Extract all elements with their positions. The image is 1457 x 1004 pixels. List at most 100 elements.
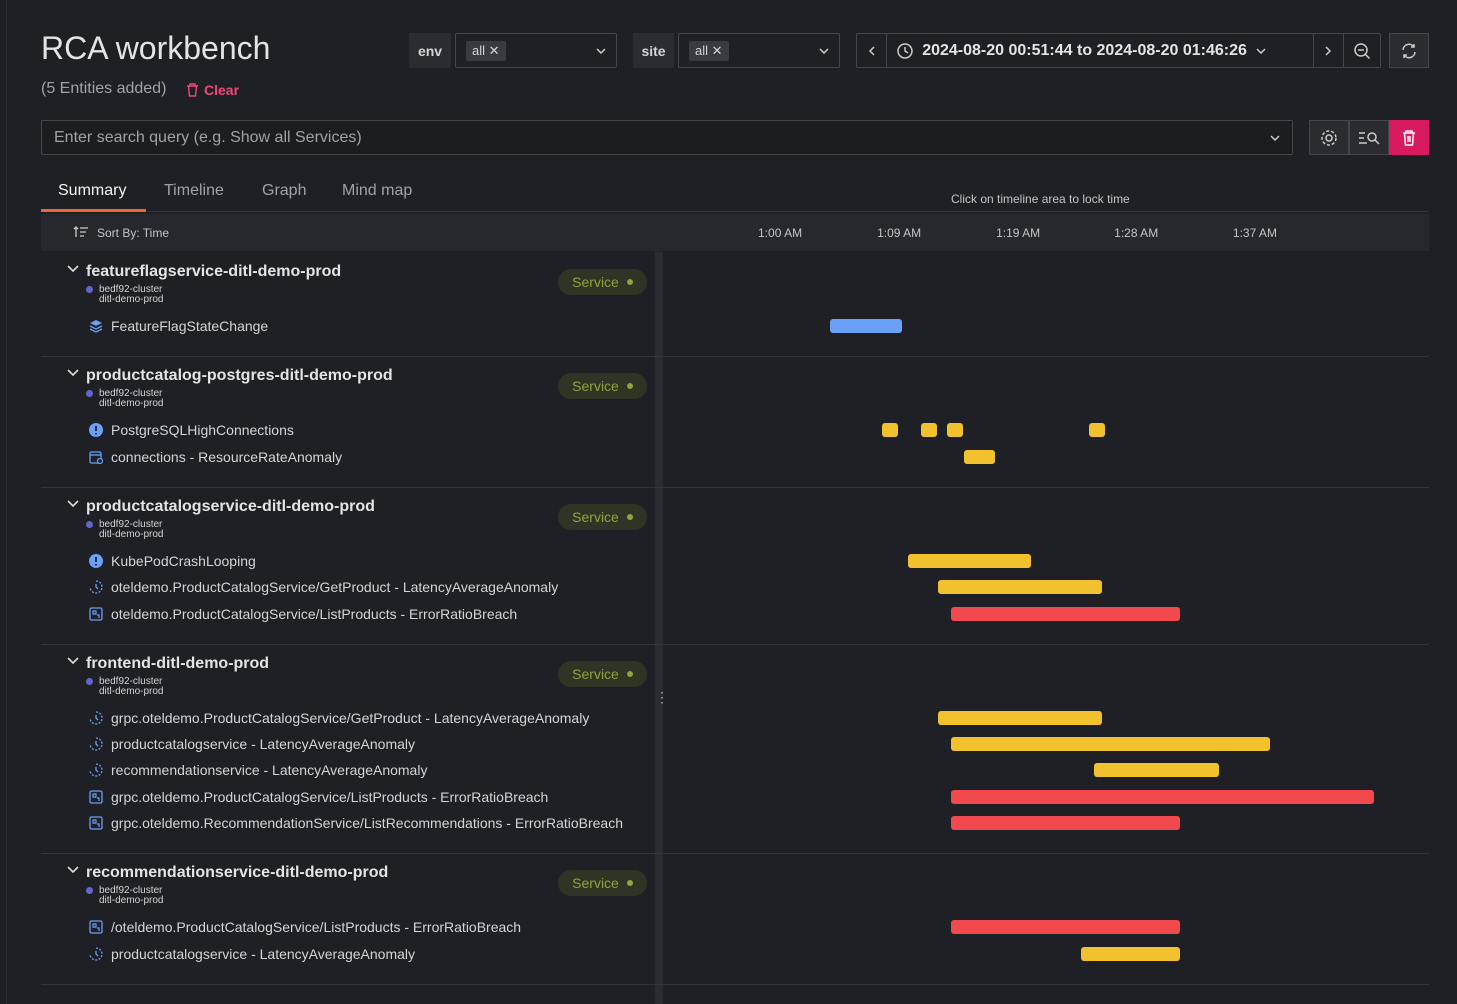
event-name[interactable]: oteldemo.ProductCatalogService/ListProdu… [111,605,518,622]
filter-select[interactable]: all ✕ [455,33,617,68]
event-name[interactable]: grpc.oteldemo.RecommendationService/List… [111,815,624,831]
event-bar[interactable] [908,553,1032,568]
clear-label: Clear [204,82,240,98]
cluster-dot [86,677,93,685]
event-name[interactable]: grpc.oteldemo.ProductCatalogService/GetP… [111,709,590,726]
event-bar[interactable] [921,423,938,438]
event-bar[interactable] [938,580,1103,595]
time-range[interactable]: 2024-08-20 00:51:44 to 2024-08-20 01:46:… [887,42,1313,60]
event-icon [89,553,103,568]
event-bar[interactable] [951,737,1271,752]
badge-dot [626,383,633,390]
event-name[interactable]: productcatalogservice - LatencyAverageAn… [111,736,416,753]
namespace: ditl-demo-prod [99,895,164,907]
event-bar[interactable] [951,920,1181,935]
search-list-button[interactable] [1349,120,1389,155]
service-badge: Service [558,660,647,687]
chevron [1256,47,1266,54]
event-name[interactable]: FeatureFlagStateChange [111,318,269,334]
event-bar[interactable] [951,606,1181,621]
next-button[interactable] [1312,34,1343,67]
service-badge: Service [558,373,647,400]
badge-text: Service [572,378,619,395]
tab[interactable]: Mind map [342,182,413,199]
event-name[interactable]: grpc.oteldemo.ProductCatalogService/List… [111,788,549,805]
service-badge: Service [558,870,647,897]
chevron-right [1325,45,1332,56]
settings-button[interactable] [1309,120,1349,155]
event-name[interactable]: productcatalogservice - LatencyAverageAn… [111,945,416,962]
splitter-handle[interactable]: ⋮ [655,689,669,705]
event-icon [89,946,103,961]
event-icon [89,737,103,751]
entity-chevron[interactable] [67,265,79,277]
event-bar[interactable] [946,423,964,438]
entity-chevron[interactable] [67,500,79,512]
event-bar[interactable] [951,816,1181,830]
search-placeholder: Enter search query (e.g. Show all Servic… [54,128,362,146]
tab[interactable]: Graph [262,182,307,199]
event-bar[interactable] [938,710,1103,725]
refresh-button[interactable] [1389,33,1429,68]
entity-chevron[interactable] [67,657,79,669]
event-bar[interactable] [1089,423,1106,438]
service-badge: Service [558,503,647,530]
event-bar[interactable] [830,319,903,333]
event-name[interactable]: oteldemo.ProductCatalogService/GetProduc… [111,579,559,596]
latency-icon [89,763,103,778]
zoom-icon [1354,42,1371,59]
row-divider [41,853,1429,855]
event-icon [89,790,103,804]
event-bar[interactable] [882,423,898,438]
namespace: ditl-demo-prod [99,685,164,697]
gear-icon [1321,129,1337,146]
clock-icon [897,42,913,59]
delete-button[interactable] [1389,120,1429,155]
row-divider [41,983,1429,985]
latency-icon [89,737,103,751]
event-icon [89,711,103,725]
entity-count: (5 Entities added) [41,80,167,97]
event-bar[interactable] [964,449,996,464]
event-icon [89,423,103,438]
splitter[interactable] [655,252,663,1004]
timeline-hint: Click on timeline area to lock time [951,192,1130,206]
event-name[interactable]: recommendationservice - LatencyAverageAn… [111,762,428,779]
error-icon [89,920,103,934]
error-icon [89,790,103,804]
search-input[interactable]: Enter search query (e.g. Show all Servic… [41,120,1293,155]
event-bar[interactable] [1094,763,1220,778]
filter-chip[interactable]: all ✕ [689,40,729,61]
event-icon [89,920,103,934]
badge-text: Service [572,875,619,892]
clear-button[interactable]: Clear [186,82,239,98]
tab[interactable]: Timeline [164,182,224,199]
event-name[interactable]: PostgreSQLHighConnections [111,422,294,439]
alert-icon [89,553,103,568]
filter-chip[interactable]: all ✕ [466,40,506,61]
event-name[interactable]: KubePodCrashLooping [111,552,256,569]
entity-chevron[interactable] [67,866,79,878]
event-bar[interactable] [1081,946,1181,961]
zoom-out-button[interactable] [1343,34,1380,67]
chevron [819,47,829,54]
entity-chevron[interactable] [67,369,79,381]
chevron-left [868,45,875,56]
event-name[interactable]: /oteldemo.ProductCatalogService/ListProd… [111,919,522,936]
event-bar[interactable] [951,789,1375,804]
left-edge [6,0,7,1004]
sort-label[interactable]: Sort By: Time [97,226,170,240]
prev-button[interactable] [857,34,888,67]
filter-select[interactable]: all ✕ [678,33,840,68]
chevron [67,265,79,273]
entity-name: frontend-ditl-demo-prod [86,654,270,672]
chevron [67,500,79,508]
chevron [67,369,79,377]
cluster: bedf92-cluster [99,284,163,295]
cluster: bedf92-cluster [99,675,163,687]
x-tick-label: 1:00 AM [758,226,803,240]
tab[interactable]: Summary [58,182,127,199]
time-range-text: 2024-08-20 00:51:44 to 2024-08-20 01:46:… [922,41,1247,59]
event-name[interactable]: connections - ResourceRateAnomaly [111,448,343,465]
